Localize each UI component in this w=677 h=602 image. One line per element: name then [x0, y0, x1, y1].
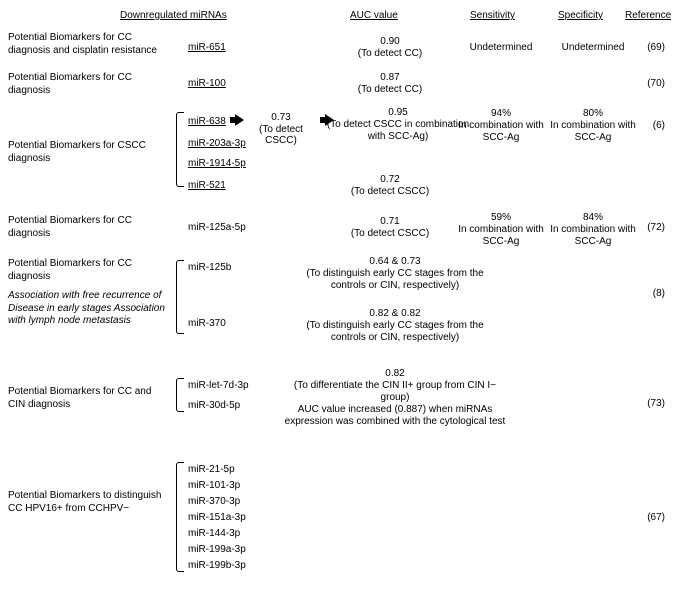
- auc-100-v: 0.87: [380, 72, 399, 83]
- auc-521: 0.72 (To detect CSCC): [290, 174, 490, 198]
- sens-125a-n: In combination with SCC-Ag: [458, 224, 544, 247]
- spec-125a-v: 84%: [583, 212, 603, 223]
- sens-125a: 59% In combination with SCC-Ag: [451, 212, 551, 248]
- sens-651: Undetermined: [451, 42, 551, 54]
- ref-6: (6): [653, 120, 665, 131]
- mir-151a-3p: miR-151a-3p: [188, 512, 246, 523]
- auc-let7d: 0.82 (To differentiate the CIN II+ group…: [290, 368, 500, 404]
- mir-125b: miR-125b: [188, 262, 231, 273]
- mir-521: miR-521: [188, 180, 226, 191]
- label-row2: Potential Biomarkers for CC diagnosis: [8, 72, 168, 97]
- label-row4: Potential Biomarkers for CC diagnosis: [8, 215, 168, 240]
- auc-370: 0.82 & 0.82 (To distinguish early CC sta…: [290, 308, 500, 344]
- spec-638-n: In combination with SCC-Ag: [550, 120, 636, 143]
- header-spec: Specificity: [558, 10, 603, 21]
- spec-125a-n: In combination with SCC-Ag: [550, 224, 636, 247]
- auc-521-v: 0.72: [380, 174, 399, 185]
- auc-let-v: 0.82: [385, 368, 404, 379]
- label-row6: Potential Biomarkers for CC and CIN diag…: [8, 386, 168, 411]
- auc-100-n: (To detect CC): [358, 84, 422, 95]
- ref-69: (69): [647, 42, 665, 53]
- sens-638: 94% In combination with SCC-Ag: [451, 108, 551, 144]
- mir-100: miR-100: [188, 78, 226, 89]
- auc-370-v: 0.82 & 0.82: [369, 308, 420, 319]
- figure-root: Downregulated miRNAs AUC value Sensitivi…: [0, 0, 677, 602]
- auc-638c-v: 0.95: [388, 107, 407, 118]
- mir-1914-5p: miR-1914-5p: [188, 158, 246, 169]
- mir-370: miR-370: [188, 318, 226, 329]
- ref-67: (67): [647, 512, 665, 523]
- auc-638s-v: 0.73: [271, 112, 290, 123]
- mir-199a-3p: miR-199a-3p: [188, 544, 246, 555]
- auc-370-n: (To distinguish early CC stages from the…: [306, 320, 483, 343]
- mir-199b-3p: miR-199b-3p: [188, 560, 246, 571]
- auc-30d-n: AUC value increased (0.887) when miRNAs …: [285, 404, 506, 427]
- spec-638-v: 80%: [583, 108, 603, 119]
- mir-203a-3p: miR-203a-3p: [188, 138, 246, 149]
- label-row5a: Potential Biomarkers for CC diagnosis: [8, 258, 168, 283]
- header-sens: Sensitivity: [470, 10, 515, 21]
- auc-30d: AUC value increased (0.887) when miRNAs …: [280, 404, 510, 428]
- mir-370-3p: miR-370-3p: [188, 496, 240, 507]
- auc-125b: 0.64 & 0.73 (To distinguish early CC sta…: [290, 256, 500, 292]
- bracket-row5: [176, 260, 184, 334]
- auc-125a-v: 0.71: [380, 216, 399, 227]
- auc-651-v: 0.90: [380, 36, 399, 47]
- auc-125b-n: (To distinguish early CC stages from the…: [306, 268, 483, 291]
- label-row1: Potential Biomarkers for CC diagnosis an…: [8, 32, 168, 57]
- mir-125a-5p: miR-125a-5p: [188, 222, 246, 233]
- auc-125a-n: (To detect CSCC): [351, 228, 429, 239]
- auc-638-single: 0.73 (To detect CSCC): [246, 112, 316, 147]
- sens-638-v: 94%: [491, 108, 511, 119]
- mir-101-3p: miR-101-3p: [188, 480, 240, 491]
- bracket-cscc: [176, 112, 184, 187]
- auc-100: 0.87 (To detect CC): [290, 72, 490, 96]
- arrow-1-icon: [230, 114, 244, 126]
- auc-638s-n: (To detect CSCC): [259, 124, 303, 147]
- auc-125b-v: 0.64 & 0.73: [369, 256, 420, 267]
- mir-144-3p: miR-144-3p: [188, 528, 240, 539]
- spec-638: 80% In combination with SCC-Ag: [543, 108, 643, 144]
- header-mirna: Downregulated miRNAs: [120, 10, 227, 21]
- label-row3: Potential Biomarkers for CSCC diagnosis: [8, 140, 168, 165]
- ref-73: (73): [647, 398, 665, 409]
- bracket-row7: [176, 462, 184, 572]
- auc-let-n: (To differentiate the CIN II+ group from…: [294, 380, 496, 403]
- sens-125a-v: 59%: [491, 212, 511, 223]
- header-auc: AUC value: [350, 10, 398, 21]
- mir-30d-5p: miR-30d-5p: [188, 400, 240, 411]
- label-row7: Potential Biomarkers to distinguish CC H…: [8, 490, 168, 515]
- spec-125a: 84% In combination with SCC-Ag: [543, 212, 643, 248]
- mir-638: miR-638: [188, 116, 226, 127]
- mir-21-5p: miR-21-5p: [188, 464, 235, 475]
- auc-521-n: (To detect CSCC): [351, 186, 429, 197]
- ref-8: (8): [653, 288, 665, 299]
- auc-651-n: (To detect CC): [358, 48, 422, 59]
- ref-72: (72): [647, 222, 665, 233]
- sens-638-n: In combination with SCC-Ag: [458, 120, 544, 143]
- bracket-row6: [176, 378, 184, 412]
- label-row5b: Association with free recurrence of Dise…: [8, 290, 173, 328]
- ref-70: (70): [647, 78, 665, 89]
- header-ref: Reference: [625, 10, 671, 21]
- spec-651: Undetermined: [543, 42, 643, 54]
- auc-638c-n: (To detect CSCC in combination with SCC-…: [327, 119, 469, 142]
- mir-651: miR-651: [188, 42, 226, 53]
- mir-let-7d-3p: miR-let-7d-3p: [188, 380, 249, 391]
